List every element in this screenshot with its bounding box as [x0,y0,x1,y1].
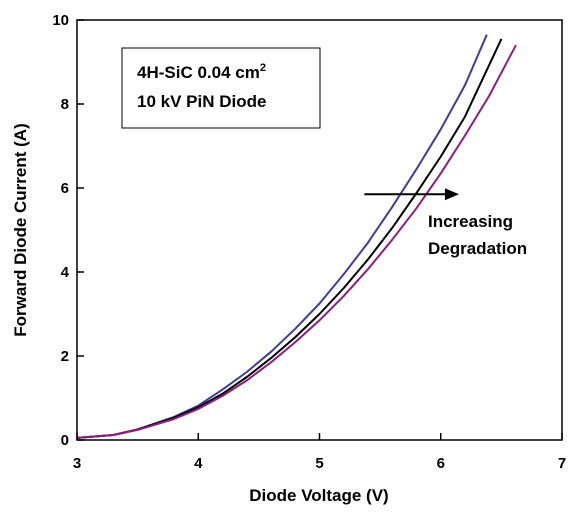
info-box-line2: 10 kV PiN Diode [137,92,266,111]
y-axis-title: Forward Diode Current (A) [11,123,30,336]
x-tick-label: 3 [73,455,81,472]
degradation-arrowhead [444,188,459,201]
series-line-3 [76,44,517,439]
x-tick-label: 5 [315,455,323,472]
x-tick-label: 4 [194,455,203,472]
annotation-line2: Degradation [428,239,527,258]
y-tick-label: 10 [52,12,69,29]
info-box-line1: 4H-SiC 0.04 cm2 [137,62,266,82]
degradation-annotation: Increasing Degradation [364,188,527,258]
info-box-superscript: 2 [260,62,266,74]
x-tick-label: 7 [558,455,566,472]
info-box-border [121,47,321,129]
x-axis-title: Diode Voltage (V) [249,486,388,505]
x-tick-label: 6 [437,455,445,472]
y-tick-label: 2 [61,348,69,365]
info-box: 4H-SiC 0.04 cm2 10 kV PiN Diode [121,47,321,129]
annotation-line1: Increasing [428,212,513,231]
y-tick-label: 8 [61,96,69,113]
y-tick-label: 4 [61,264,70,281]
y-tick-label: 6 [61,180,69,197]
tick-layer: 3 4 5 6 7 0 2 4 6 8 10 [52,12,566,472]
y-tick-label: 0 [61,432,69,449]
series-layer [76,34,517,439]
